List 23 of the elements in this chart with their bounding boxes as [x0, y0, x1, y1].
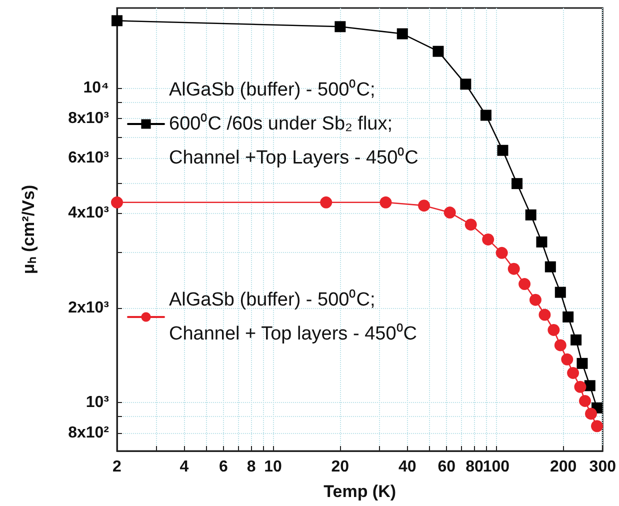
legend-label: AlGaSb (buffer) - 500⁰C; Channel + Top layers - 450⁰C	[169, 288, 417, 344]
x-tick-label: 6	[219, 458, 228, 476]
x-tick-label: 60	[438, 458, 456, 476]
x-tick-label: 100	[482, 458, 510, 476]
y-tick-label: 8x10²	[68, 424, 109, 442]
x-tick-label: 20	[331, 458, 350, 476]
y-tick-label: 8x10³	[68, 110, 109, 128]
y-tick-label: 10³	[86, 394, 109, 411]
legend-label: AlGaSb (buffer) - 500⁰C; 600⁰C /60s under Sb₂ flux; Channel +Top Layers - 450⁰C	[169, 78, 418, 168]
y-tick-label: 10⁴	[83, 80, 110, 97]
y-tick-label: 4x10³	[68, 204, 109, 222]
y-tick-label: 6x10³	[68, 149, 109, 166]
x-tick-label: 80	[466, 458, 484, 476]
x-tick-label: 4	[180, 458, 189, 476]
x-tick-label: 40	[398, 458, 416, 476]
x-tick-label: 10	[264, 458, 282, 476]
x-tick-label: 8	[246, 458, 256, 476]
y-axis-title: μₕ (cm²/Vs)	[19, 184, 38, 274]
x-tick-label: 300	[589, 458, 616, 476]
x-tick-label: 200	[550, 458, 577, 476]
y-tick-label: 2x10³	[68, 299, 109, 316]
x-tick-label: 2	[112, 458, 122, 476]
x-axis-title: Temp (K)	[324, 482, 396, 501]
